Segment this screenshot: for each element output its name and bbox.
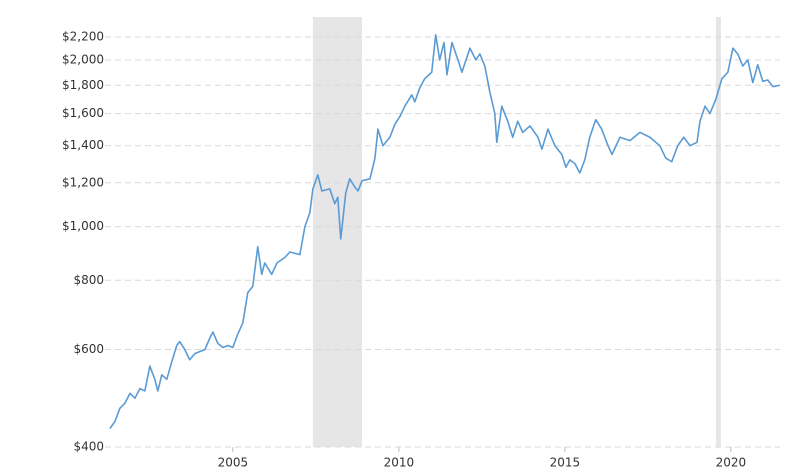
- y-tick-label: $1,000: [62, 219, 104, 233]
- y-tick-label: $400: [73, 440, 104, 454]
- x-tick-label: 2015: [550, 456, 581, 470]
- price-line: [109, 34, 781, 429]
- x-tick-label: 2010: [384, 456, 415, 470]
- x-tick-label: 2020: [716, 456, 747, 470]
- recession-band: [312, 17, 362, 447]
- y-tick-label: $600: [73, 342, 104, 356]
- y-tick-label: $1,200: [62, 175, 104, 189]
- y-tick-label: $2,200: [62, 30, 104, 44]
- y-tick-label: $1,400: [62, 138, 104, 152]
- y-tick-label: $2,000: [62, 52, 104, 66]
- y-tick-label: $1,800: [62, 78, 104, 92]
- x-tick-label: 2005: [218, 456, 249, 470]
- y-tick-label: $800: [73, 273, 104, 287]
- y-tick-label: $1,600: [62, 106, 104, 120]
- recession-band: [715, 17, 721, 447]
